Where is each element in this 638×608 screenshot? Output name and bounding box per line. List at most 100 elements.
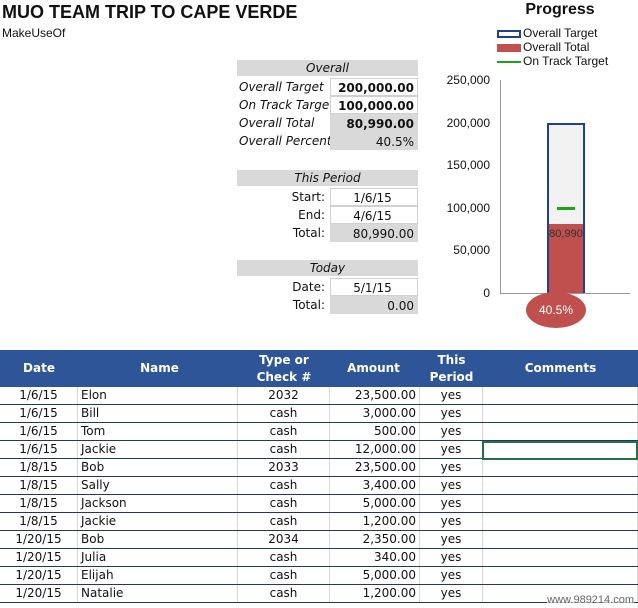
date-cell[interactable]: 1/6/15 xyxy=(0,405,78,422)
table-row: 1/20/15 Julia cash 340.00 yes xyxy=(0,549,638,567)
name-cell[interactable]: Bob xyxy=(78,531,238,548)
watermark: www.989214.com xyxy=(547,594,634,606)
name-cell[interactable]: Elijah xyxy=(78,567,238,584)
period-cell[interactable]: yes xyxy=(420,567,483,584)
name-cell[interactable]: Julia xyxy=(78,549,238,566)
name-cell[interactable]: Bill xyxy=(78,405,238,422)
overall-label: Overall Total xyxy=(239,116,315,130)
comments-column-header[interactable]: Comments xyxy=(524,361,597,375)
comments-cell[interactable] xyxy=(483,459,638,476)
amount-cell[interactable]: 23,500.00 xyxy=(330,459,420,476)
type-cell[interactable]: cash xyxy=(238,549,330,566)
comments-cell[interactable] xyxy=(483,531,638,548)
amount-cell[interactable]: 340.00 xyxy=(330,549,420,566)
period-cell[interactable]: yes xyxy=(420,495,483,512)
period-cell[interactable]: yes xyxy=(420,387,483,404)
type-cell[interactable]: 2032 xyxy=(238,387,330,404)
legend-label: On Track Target xyxy=(523,54,609,68)
type-cell[interactable]: 2033 xyxy=(238,459,330,476)
period-value[interactable]: 4/6/15 xyxy=(330,206,418,224)
date-cell[interactable]: 1/8/15 xyxy=(0,495,78,512)
date-cell[interactable]: 1/20/15 xyxy=(0,531,78,548)
name-cell[interactable]: Jackie xyxy=(78,513,238,530)
date-cell[interactable]: 1/20/15 xyxy=(0,567,78,584)
period-cell[interactable]: yes xyxy=(420,459,483,476)
period-cell[interactable]: yes xyxy=(420,585,483,602)
type-column-header[interactable]: Type or Check # xyxy=(256,352,312,384)
amount-cell[interactable]: 1,200.00 xyxy=(330,585,420,602)
period-cell[interactable]: yes xyxy=(420,441,483,458)
amount-cell[interactable]: 1,200.00 xyxy=(330,513,420,530)
period-cell[interactable]: yes xyxy=(420,531,483,548)
date-cell[interactable]: 1/20/15 xyxy=(0,549,78,566)
name-cell[interactable]: Bob xyxy=(78,459,238,476)
amount-cell[interactable]: 5,000.00 xyxy=(330,495,420,512)
today-value[interactable]: 5/1/15 xyxy=(330,278,418,296)
amount-cell[interactable]: 23,500.00 xyxy=(330,387,420,404)
period-column-header[interactable]: This Period xyxy=(429,352,474,384)
date-cell[interactable]: 1/8/15 xyxy=(0,477,78,494)
chart-title: Progress xyxy=(525,1,595,18)
amount-cell[interactable]: 12,000.00 xyxy=(330,441,420,458)
date-cell[interactable]: 1/20/15 xyxy=(0,585,78,602)
selected-cell[interactable] xyxy=(482,441,638,460)
type-cell[interactable]: cash xyxy=(238,567,330,584)
overall-value[interactable]: 100,000.00 xyxy=(330,96,418,114)
name-cell[interactable]: Tom xyxy=(78,423,238,440)
type-cell[interactable]: cash xyxy=(238,405,330,422)
amount-column-header[interactable]: Amount xyxy=(347,361,400,375)
amount-cell[interactable]: 3,000.00 xyxy=(330,405,420,422)
comments-cell[interactable] xyxy=(483,423,638,440)
comments-cell[interactable] xyxy=(483,387,638,404)
overall-value[interactable]: 200,000.00 xyxy=(330,78,418,96)
period-cell[interactable]: yes xyxy=(420,477,483,494)
date-cell[interactable]: 1/6/15 xyxy=(0,387,78,404)
sheet-title: MUO TEAM TRIP TO CAPE VERDE xyxy=(2,2,298,22)
percent-bulb: 40.5% xyxy=(526,292,586,328)
type-cell[interactable]: 2034 xyxy=(238,531,330,548)
table-row: 1/6/15 Bill cash 3,000.00 yes xyxy=(0,405,638,423)
table-row: 1/6/15 Elon 2032 23,500.00 yes xyxy=(0,387,638,405)
legend-swatch xyxy=(497,29,521,38)
today-heading: Today xyxy=(237,260,418,277)
date-cell[interactable]: 1/8/15 xyxy=(0,459,78,476)
type-cell[interactable]: cash xyxy=(238,495,330,512)
type-cell[interactable]: cash xyxy=(238,585,330,602)
type-cell[interactable]: cash xyxy=(238,477,330,494)
amount-cell[interactable]: 5,000.00 xyxy=(330,567,420,584)
y-tick-label: 200,000 xyxy=(446,115,490,130)
comments-cell[interactable] xyxy=(483,549,638,566)
comments-cell[interactable] xyxy=(483,567,638,584)
type-cell[interactable]: cash xyxy=(238,423,330,440)
type-cell[interactable]: cash xyxy=(238,513,330,530)
name-cell[interactable]: Elon xyxy=(78,387,238,404)
table-row: 1/8/15 Bob 2033 23,500.00 yes xyxy=(0,459,638,477)
today-label: Total: xyxy=(292,298,325,312)
date-cell[interactable]: 1/6/15 xyxy=(0,441,78,458)
date-cell[interactable]: 1/8/15 xyxy=(0,513,78,530)
amount-cell[interactable]: 3,400.00 xyxy=(330,477,420,494)
table-row: 1/8/15 Jackson cash 5,000.00 yes xyxy=(0,495,638,513)
comments-cell[interactable] xyxy=(483,477,638,494)
period-cell[interactable]: yes xyxy=(420,405,483,422)
name-cell[interactable]: Jackson xyxy=(78,495,238,512)
date-cell[interactable]: 1/6/15 xyxy=(0,423,78,440)
name-column-header[interactable]: Name xyxy=(140,361,179,375)
comments-cell[interactable] xyxy=(483,405,638,422)
amount-cell[interactable]: 2,350.00 xyxy=(330,531,420,548)
comments-cell[interactable] xyxy=(483,513,638,530)
name-cell[interactable]: Jackie xyxy=(78,441,238,458)
y-tick-label: 50,000 xyxy=(453,243,490,258)
name-cell[interactable]: Natalie xyxy=(78,585,238,602)
type-cell[interactable]: cash xyxy=(238,441,330,458)
period-cell[interactable]: yes xyxy=(420,423,483,440)
comments-cell[interactable] xyxy=(483,495,638,512)
period-cell[interactable]: yes xyxy=(420,513,483,530)
table-row: 1/6/15 Tom cash 500.00 yes xyxy=(0,423,638,441)
name-cell[interactable]: Sally xyxy=(78,477,238,494)
table-row: 1/20/15 Natalie cash 1,200.00 yes xyxy=(0,585,638,603)
date-column-header[interactable]: Date xyxy=(23,361,55,375)
period-cell[interactable]: yes xyxy=(420,549,483,566)
amount-cell[interactable]: 500.00 xyxy=(330,423,420,440)
period-value[interactable]: 1/6/15 xyxy=(330,188,418,206)
